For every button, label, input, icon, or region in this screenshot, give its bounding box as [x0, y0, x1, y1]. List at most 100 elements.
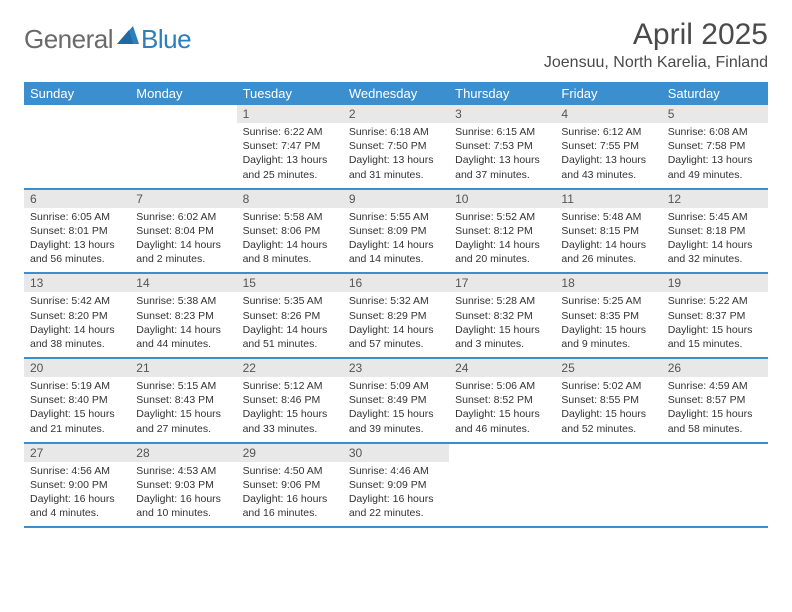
day-number: 7	[130, 190, 236, 208]
day-cell: 3Sunrise: 6:15 AMSunset: 7:53 PMDaylight…	[449, 105, 555, 188]
day-number: 3	[449, 105, 555, 123]
dow-thu: Thursday	[449, 82, 555, 105]
header: General Blue April 2025 Joensuu, North K…	[24, 18, 768, 72]
dow-sat: Saturday	[662, 82, 768, 105]
month-title: April 2025	[544, 18, 768, 52]
dow-sun: Sunday	[24, 82, 130, 105]
day-detail: Sunrise: 5:58 AMSunset: 8:06 PMDaylight:…	[237, 208, 343, 273]
weeks-container: 1 Sunrise: 6:22 AMSunset: 7:47 PM Daylight…	[24, 105, 768, 528]
title-block: April 2025 Joensuu, North Karelia, Finla…	[544, 18, 768, 72]
day-number: 11	[555, 190, 661, 208]
sunset-line: Sunset: 8:32 PM	[455, 309, 549, 323]
day-number: 14	[130, 274, 236, 292]
day-detail: Sunrise: 6:02 AMSunset: 8:04 PMDaylight:…	[130, 208, 236, 273]
daylight-line: Daylight: 15 hours and 33 minutes.	[243, 407, 337, 435]
daylight-line: Daylight: 13 hours and 49 minutes.	[668, 153, 762, 181]
sunset-line: Sunset: 8:35 PM	[561, 309, 655, 323]
daylight-line: Daylight: 15 hours and 9 minutes.	[561, 323, 655, 351]
sunset-line: Sunset: 8:26 PM	[243, 309, 337, 323]
brand-triangle-icon	[117, 26, 139, 44]
day-number: 30	[343, 444, 449, 462]
calendar-page: General Blue April 2025 Joensuu, North K…	[0, 0, 792, 546]
day-detail: Sunrise: 5:02 AMSunset: 8:55 PMDaylight:…	[555, 377, 661, 442]
day-number: 1	[237, 105, 343, 123]
calendar-grid: Sunday Monday Tuesday Wednesday Thursday…	[24, 82, 768, 528]
day-number: 25	[555, 359, 661, 377]
sunrise-line: Sunrise: 5:32 AM	[349, 294, 443, 308]
sunrise-line: Sunrise: 5:15 AM	[136, 379, 230, 393]
sunset-line: Sunset: 8:55 PM	[561, 393, 655, 407]
day-cell: 14 Sunrise: 5:38 AMSunset: 8:23 PMDayligh…	[130, 274, 236, 357]
sunset-line: Sunset: 8:52 PM	[455, 393, 549, 407]
day-number: 19	[662, 274, 768, 292]
sunrise-line: Sunrise: 4:56 AM	[30, 464, 124, 478]
day-detail: Sunrise: 5:06 AMSunset: 8:52 PMDaylight:…	[449, 377, 555, 442]
daylight-line: Daylight: 14 hours and 14 minutes.	[349, 238, 443, 266]
sunrise-line: Sunrise: 5:45 AM	[668, 210, 762, 224]
sunrise-line: Sunrise: 5:25 AM	[561, 294, 655, 308]
day-detail: Sunrise: 5:22 AMSunset: 8:37 PMDaylight:…	[662, 292, 768, 357]
sunset-line: Sunset: 9:00 PM	[30, 478, 124, 492]
sunrise-line: Sunrise: 6:05 AM	[30, 210, 124, 224]
sunset-line: Sunset: 8:29 PM	[349, 309, 443, 323]
sunset-line: Sunset: 8:04 PM	[136, 224, 230, 238]
daylight-line: Daylight: 16 hours and 22 minutes.	[349, 492, 443, 520]
sunrise-line: Sunrise: 5:12 AM	[243, 379, 337, 393]
day-cell: 19Sunrise: 5:22 AMSunset: 8:37 PMDayligh…	[662, 274, 768, 357]
daylight-line: Daylight: 14 hours and 38 minutes.	[30, 323, 124, 351]
day-detail: Sunrise: 6:15 AMSunset: 7:53 PMDaylight:…	[449, 123, 555, 188]
day-number: 4	[555, 105, 661, 123]
sunset-line: Sunset: 8:09 PM	[349, 224, 443, 238]
day-number: 6	[24, 190, 130, 208]
daylight-line: Daylight: 14 hours and 32 minutes.	[668, 238, 762, 266]
day-cell	[24, 105, 130, 188]
sunrise-line: Sunrise: 6:22 AM	[243, 125, 337, 139]
day-detail: Sunrise: 6:08 AMSunset: 7:58 PMDaylight:…	[662, 123, 768, 188]
dow-mon: Monday	[130, 82, 236, 105]
day-cell: 6Sunrise: 6:05 AMSunset: 8:01 PMDaylight…	[24, 190, 130, 273]
day-number: 15	[237, 274, 343, 292]
day-number: 27	[24, 444, 130, 462]
day-cell	[449, 444, 555, 527]
sunrise-line: Sunrise: 6:18 AM	[349, 125, 443, 139]
sunset-line: Sunset: 8:23 PM	[136, 309, 230, 323]
day-detail: Sunrise: 5:19 AMSunset: 8:40 PMDaylight:…	[24, 377, 130, 442]
sunrise-line: Sunrise: 5:35 AM	[243, 294, 337, 308]
sunrise-line: Sunrise: 5:22 AM	[668, 294, 762, 308]
day-cell: 1Sunrise: 6:22 AMSunset: 7:47 PMDaylight…	[237, 105, 343, 188]
day-detail: Sunrise: 4:50 AMSunset: 9:06 PMDaylight:…	[237, 462, 343, 527]
location-subtitle: Joensuu, North Karelia, Finland	[544, 54, 768, 72]
day-number: 18	[555, 274, 661, 292]
day-detail: Sunrise: 5:09 AMSunset: 8:49 PMDaylight:…	[343, 377, 449, 442]
day-detail: Sunrise: 5:32 AMSunset: 8:29 PMDaylight:…	[343, 292, 449, 357]
daylight-line: Daylight: 14 hours and 20 minutes.	[455, 238, 549, 266]
day-detail: Sunrise: 5:42 AMSunset: 8:20 PMDaylight:…	[24, 292, 130, 357]
day-number: 10	[449, 190, 555, 208]
sunrise-line: Sunrise: 5:09 AM	[349, 379, 443, 393]
daylight-line: Daylight: 16 hours and 4 minutes.	[30, 492, 124, 520]
day-detail: Sunrise: 6:18 AMSunset: 7:50 PMDaylight:…	[343, 123, 449, 188]
sunset-line: Sunset: 8:37 PM	[668, 309, 762, 323]
daylight-line: Daylight: 14 hours and 44 minutes.	[136, 323, 230, 351]
day-cell: 4Sunrise: 6:12 AMSunset: 7:55 PMDaylight…	[555, 105, 661, 188]
day-cell: 9Sunrise: 5:55 AMSunset: 8:09 PMDaylight…	[343, 190, 449, 273]
sunrise-line: Sunrise: 5:38 AM	[136, 294, 230, 308]
day-detail: Sunrise: 5:52 AMSunset: 8:12 PMDaylight:…	[449, 208, 555, 273]
day-detail: Sunrise: 4:46 AMSunset: 9:09 PMDaylight:…	[343, 462, 449, 527]
sunset-line: Sunset: 8:43 PM	[136, 393, 230, 407]
sunrise-line: Sunrise: 5:48 AM	[561, 210, 655, 224]
day-cell: 13Sunrise: 5:42 AMSunset: 8:20 PMDayligh…	[24, 274, 130, 357]
day-detail: Sunrise: 5:12 AMSunset: 8:46 PMDaylight:…	[237, 377, 343, 442]
day-cell: 25Sunrise: 5:02 AMSunset: 8:55 PMDayligh…	[555, 359, 661, 442]
day-cell: 8Sunrise: 5:58 AMSunset: 8:06 PMDaylight…	[237, 190, 343, 273]
sunrise-line: Sunrise: 6:02 AM	[136, 210, 230, 224]
day-cell: 12Sunrise: 5:45 AMSunset: 8:18 PMDayligh…	[662, 190, 768, 273]
day-cell: 7Sunrise: 6:02 AMSunset: 8:04 PMDaylight…	[130, 190, 236, 273]
day-detail: Sunrise: 5:35 AMSunset: 8:26 PMDaylight:…	[237, 292, 343, 357]
sunset-line: Sunset: 7:47 PM	[243, 139, 337, 153]
day-cell: 23Sunrise: 5:09 AMSunset: 8:49 PMDayligh…	[343, 359, 449, 442]
day-number: 28	[130, 444, 236, 462]
day-cell: 21Sunrise: 5:15 AMSunset: 8:43 PMDayligh…	[130, 359, 236, 442]
day-detail: Sunrise: 4:59 AMSunset: 8:57 PMDaylight:…	[662, 377, 768, 442]
sunset-line: Sunset: 8:15 PM	[561, 224, 655, 238]
